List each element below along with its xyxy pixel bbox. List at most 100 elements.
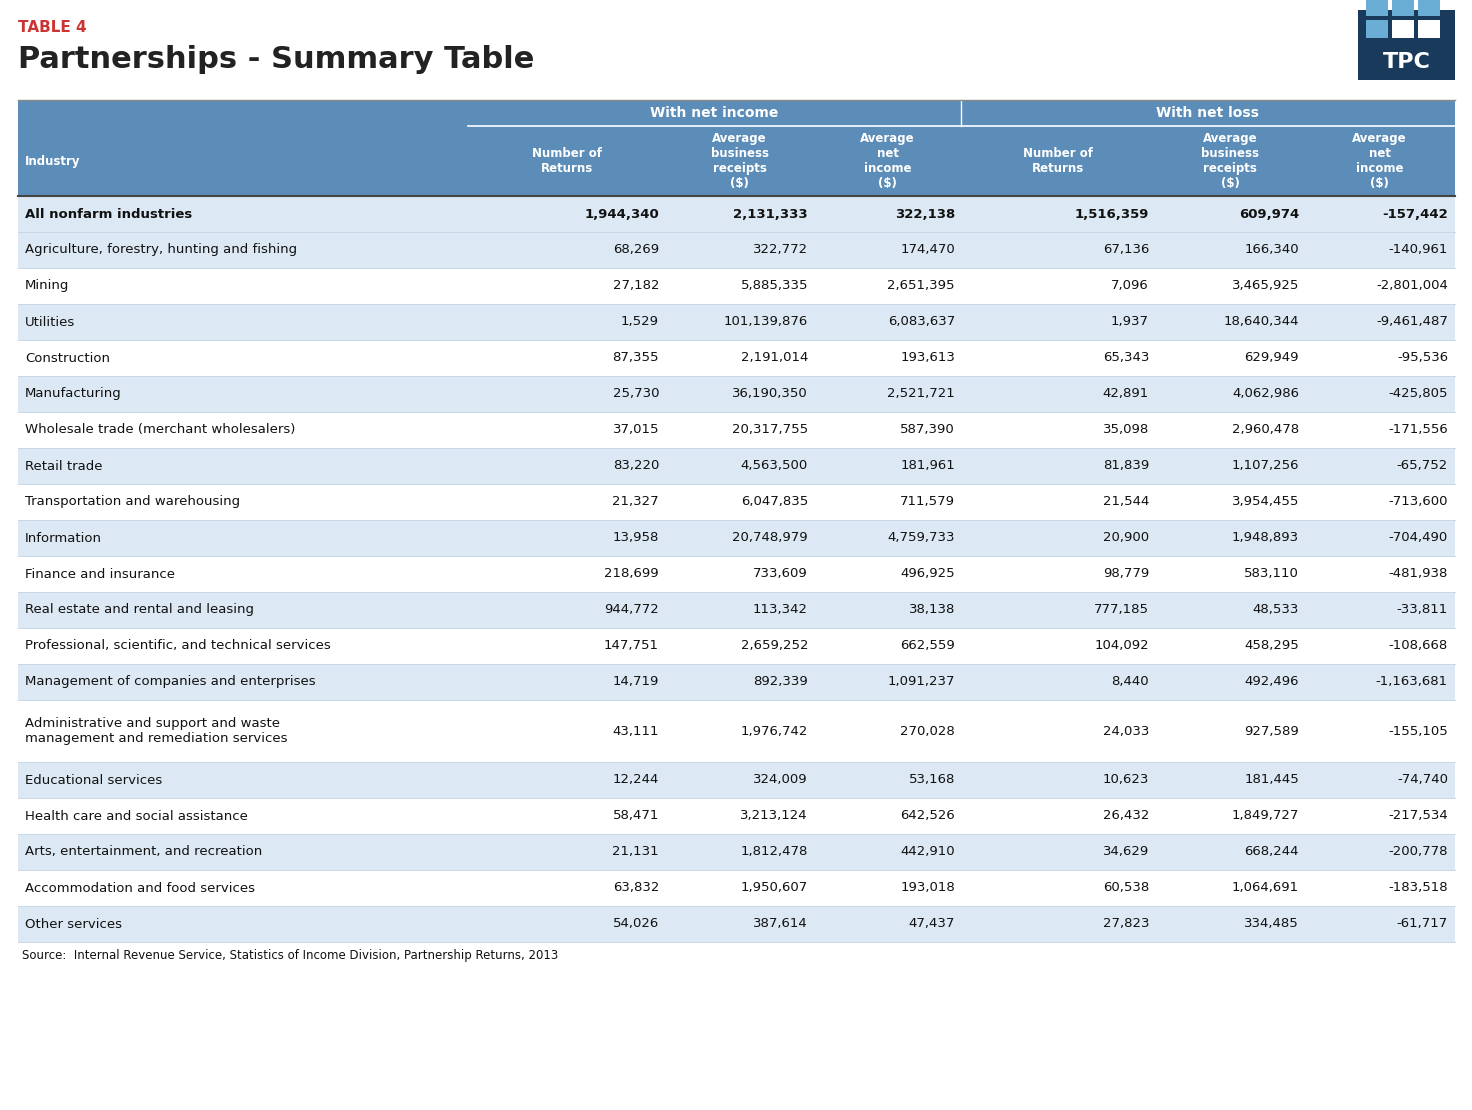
Text: 21,544: 21,544 [1103, 495, 1150, 508]
Text: 12,244: 12,244 [612, 774, 659, 787]
Text: 629,949: 629,949 [1244, 352, 1298, 364]
Text: Finance and insurance: Finance and insurance [25, 567, 175, 581]
Text: Educational services: Educational services [25, 774, 162, 787]
Text: 442,910: 442,910 [901, 846, 955, 858]
Text: Industry: Industry [25, 154, 81, 168]
Text: 181,961: 181,961 [901, 460, 955, 473]
Text: 35,098: 35,098 [1103, 424, 1150, 436]
Bar [18, 628, 1454, 664]
Text: 662,559: 662,559 [901, 639, 955, 653]
Text: -95,536: -95,536 [1397, 352, 1448, 364]
Bar [18, 196, 1454, 232]
Text: 36,190,350: 36,190,350 [732, 387, 808, 401]
Text: 668,244: 668,244 [1244, 846, 1298, 858]
Text: 67,136: 67,136 [1103, 243, 1150, 256]
Text: 927,589: 927,589 [1244, 725, 1298, 737]
Text: -108,668: -108,668 [1388, 639, 1448, 653]
Text: 1,812,478: 1,812,478 [740, 846, 808, 858]
Bar [1359, 10, 1454, 80]
Text: 1,529: 1,529 [621, 315, 659, 329]
Text: -2,801,004: -2,801,004 [1376, 280, 1448, 293]
Text: -74,740: -74,740 [1397, 774, 1448, 787]
Text: 81,839: 81,839 [1103, 460, 1150, 473]
Text: 1,950,607: 1,950,607 [740, 881, 808, 895]
Bar [18, 100, 1454, 196]
Text: 7,096: 7,096 [1111, 280, 1150, 293]
Text: 53,168: 53,168 [908, 774, 955, 787]
Text: 322,772: 322,772 [752, 243, 808, 256]
Text: With net income: With net income [651, 105, 779, 120]
Text: 587,390: 587,390 [901, 424, 955, 436]
Text: 3,954,455: 3,954,455 [1232, 495, 1298, 508]
Text: 218,699: 218,699 [605, 567, 659, 581]
Text: 944,772: 944,772 [604, 604, 659, 616]
Text: 21,327: 21,327 [612, 495, 659, 508]
Text: 1,064,691: 1,064,691 [1232, 881, 1298, 895]
Text: 2,960,478: 2,960,478 [1232, 424, 1298, 436]
Text: 609,974: 609,974 [1239, 208, 1298, 221]
Text: Retail trade: Retail trade [25, 460, 103, 473]
Text: All nonfarm industries: All nonfarm industries [25, 208, 193, 221]
Bar [18, 484, 1454, 519]
Bar [18, 664, 1454, 700]
Text: Mining: Mining [25, 280, 69, 293]
Bar [18, 834, 1454, 870]
Text: Arts, entertainment, and recreation: Arts, entertainment, and recreation [25, 846, 262, 858]
Text: 1,948,893: 1,948,893 [1232, 532, 1298, 545]
Text: -61,717: -61,717 [1397, 918, 1448, 930]
Text: Average
net
income
($): Average net income ($) [1353, 132, 1407, 190]
Text: -155,105: -155,105 [1388, 725, 1448, 737]
Bar [18, 798, 1454, 834]
Text: 193,613: 193,613 [899, 352, 955, 364]
Text: 37,015: 37,015 [612, 424, 659, 436]
Text: 174,470: 174,470 [901, 243, 955, 256]
Text: 18,640,344: 18,640,344 [1223, 315, 1298, 329]
Bar [18, 340, 1454, 376]
Text: 492,496: 492,496 [1244, 676, 1298, 688]
Text: Wholesale trade (merchant wholesalers): Wholesale trade (merchant wholesalers) [25, 424, 296, 436]
Text: -1,163,681: -1,163,681 [1376, 676, 1448, 688]
Text: 14,719: 14,719 [612, 676, 659, 688]
Text: 54,026: 54,026 [612, 918, 659, 930]
Text: 60,538: 60,538 [1103, 881, 1150, 895]
Text: 2,191,014: 2,191,014 [740, 352, 808, 364]
Bar [18, 906, 1454, 942]
Text: -65,752: -65,752 [1397, 460, 1448, 473]
Text: 98,779: 98,779 [1103, 567, 1150, 581]
Text: 20,317,755: 20,317,755 [732, 424, 808, 436]
Text: Health care and social assistance: Health care and social assistance [25, 809, 247, 823]
Text: 87,355: 87,355 [612, 352, 659, 364]
Text: 38,138: 38,138 [908, 604, 955, 616]
Text: 113,342: 113,342 [754, 604, 808, 616]
Bar [18, 700, 1454, 761]
Bar [18, 268, 1454, 304]
Text: Construction: Construction [25, 352, 110, 364]
Text: 2,131,333: 2,131,333 [733, 208, 808, 221]
Text: 777,185: 777,185 [1094, 604, 1150, 616]
Text: 166,340: 166,340 [1244, 243, 1298, 256]
Text: 42,891: 42,891 [1103, 387, 1150, 401]
Bar [1366, 20, 1388, 38]
Text: 10,623: 10,623 [1103, 774, 1150, 787]
Text: Number of
Returns: Number of Returns [1023, 147, 1094, 175]
Text: 5,885,335: 5,885,335 [740, 280, 808, 293]
Text: 8,440: 8,440 [1111, 676, 1150, 688]
Text: 25,730: 25,730 [612, 387, 659, 401]
Text: -157,442: -157,442 [1382, 208, 1448, 221]
Bar [18, 761, 1454, 798]
Text: 733,609: 733,609 [754, 567, 808, 581]
Text: Administrative and support and waste
management and remediation services: Administrative and support and waste man… [25, 717, 287, 745]
Text: Agriculture, forestry, hunting and fishing: Agriculture, forestry, hunting and fishi… [25, 243, 297, 256]
Bar [18, 304, 1454, 340]
Text: 20,900: 20,900 [1103, 532, 1150, 545]
Text: 1,091,237: 1,091,237 [888, 676, 955, 688]
Text: -33,811: -33,811 [1397, 604, 1448, 616]
Text: With net loss: With net loss [1156, 105, 1259, 120]
Text: 387,614: 387,614 [754, 918, 808, 930]
Text: Professional, scientific, and technical services: Professional, scientific, and technical … [25, 639, 331, 653]
Text: 6,047,835: 6,047,835 [740, 495, 808, 508]
Text: Accommodation and food services: Accommodation and food services [25, 881, 255, 895]
Text: 68,269: 68,269 [612, 243, 659, 256]
Text: 270,028: 270,028 [901, 725, 955, 737]
Text: 892,339: 892,339 [754, 676, 808, 688]
